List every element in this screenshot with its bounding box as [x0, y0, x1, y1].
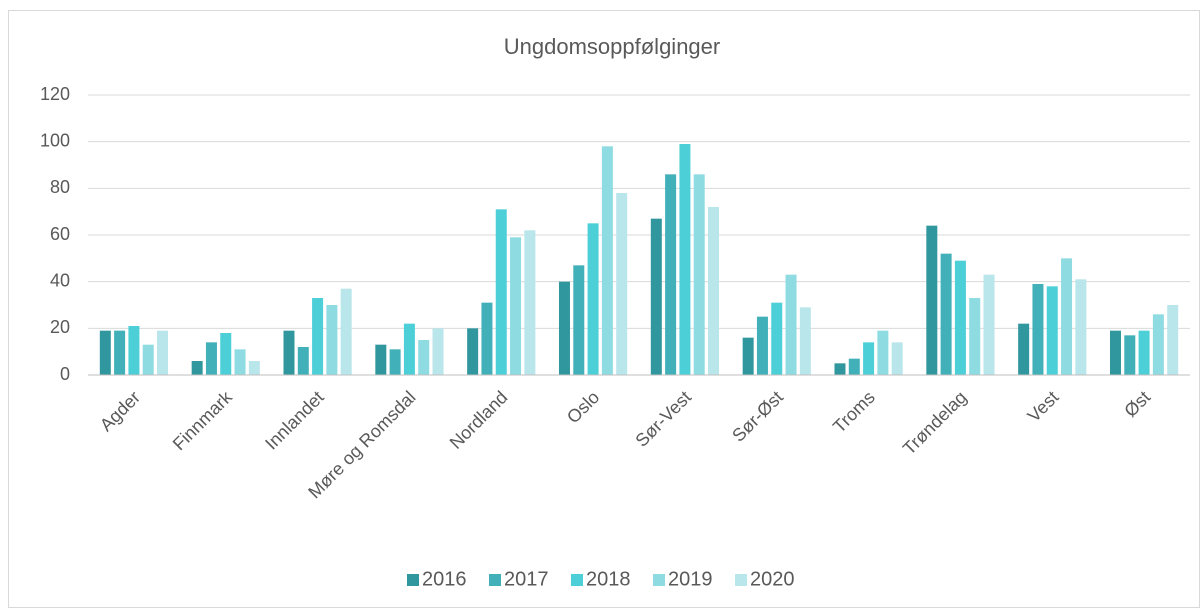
- y-tick-label: 0: [60, 364, 70, 384]
- bar: [234, 349, 246, 375]
- bar: [191, 361, 203, 375]
- bar: [1167, 305, 1179, 375]
- bar: [1109, 330, 1121, 375]
- bar: [573, 265, 585, 375]
- bar: [114, 330, 126, 375]
- bar: [1124, 335, 1136, 375]
- bar: [1032, 284, 1044, 375]
- bar: [1075, 279, 1087, 375]
- bar: [940, 253, 952, 375]
- bar: [326, 305, 338, 375]
- y-tick-label: 40: [50, 270, 70, 290]
- bar: [877, 330, 889, 375]
- y-tick-label: 80: [50, 177, 70, 197]
- bar: [205, 342, 217, 375]
- bar: [756, 316, 768, 375]
- bar: [510, 237, 522, 375]
- legend-swatch: [489, 574, 501, 586]
- bar: [418, 340, 430, 375]
- bar: [693, 174, 705, 375]
- bar: [312, 298, 324, 375]
- bar: [220, 333, 232, 375]
- bar: [771, 302, 783, 375]
- y-tick-label: 100: [40, 130, 70, 150]
- y-tick-label: 120: [40, 84, 70, 104]
- bar: [142, 344, 154, 375]
- legend-swatch: [653, 574, 665, 586]
- bar: [969, 298, 981, 375]
- bar: [524, 230, 536, 375]
- bar: [679, 144, 691, 375]
- bar: [467, 328, 479, 375]
- bar: [99, 330, 111, 375]
- legend-label: 2016: [422, 568, 467, 590]
- bar: [954, 260, 966, 375]
- bar: [616, 193, 628, 375]
- legend-label: 2018: [586, 568, 631, 590]
- bar: [863, 342, 875, 375]
- bar: [665, 174, 677, 375]
- bar: [1018, 323, 1030, 375]
- legend-swatch: [735, 574, 747, 586]
- bar: [558, 281, 570, 375]
- bar: [834, 363, 846, 375]
- bar: [340, 288, 352, 375]
- bar: [742, 337, 754, 375]
- legend-label: 2017: [504, 568, 549, 590]
- bar: [297, 347, 309, 375]
- legend-label: 2020: [750, 568, 795, 590]
- y-tick-label: 60: [50, 224, 70, 244]
- bar: [403, 323, 415, 375]
- y-tick-label: 20: [50, 317, 70, 337]
- bar: [128, 326, 140, 375]
- bar: [926, 225, 938, 375]
- bar: [157, 330, 169, 375]
- bar: [432, 328, 444, 375]
- bar: [983, 274, 995, 375]
- bar: [650, 218, 662, 375]
- legend-swatch: [571, 574, 583, 586]
- bar: [1061, 258, 1073, 375]
- bar: [481, 302, 493, 375]
- bar: [848, 358, 860, 375]
- bar: [587, 223, 599, 375]
- bar: [708, 207, 720, 375]
- bar: [1138, 330, 1150, 375]
- bar: [389, 349, 401, 375]
- bar: [785, 274, 797, 375]
- chart-title: Ungdomsoppfølginger: [504, 34, 720, 59]
- bar: [283, 330, 295, 375]
- bar: [891, 342, 903, 375]
- bar: [1152, 314, 1164, 375]
- bar: [375, 344, 387, 375]
- bar: [601, 146, 613, 375]
- bar: [495, 209, 507, 375]
- legend-swatch: [407, 574, 419, 586]
- bar: [799, 307, 811, 375]
- bar: [1046, 286, 1058, 375]
- bar: [248, 361, 260, 375]
- legend-label: 2019: [668, 568, 713, 590]
